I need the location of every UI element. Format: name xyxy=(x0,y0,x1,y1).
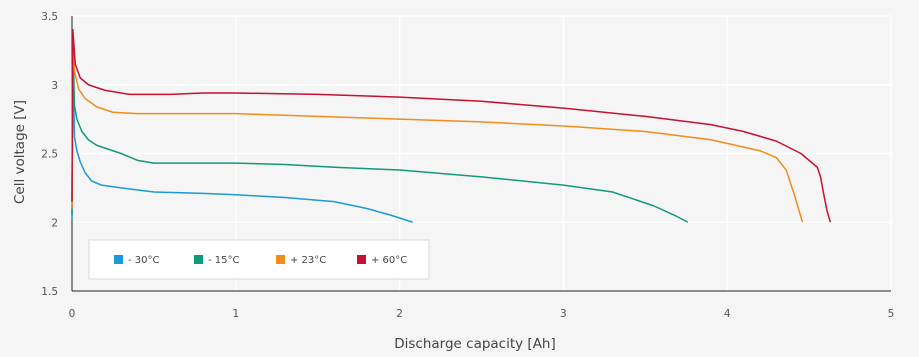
legend-swatch xyxy=(276,255,285,264)
grid-lines xyxy=(72,15,892,291)
legend: - 30°C - 15°C + 23°C + 60°C xyxy=(88,239,430,280)
x-tick-label: 1 xyxy=(232,308,239,320)
x-tick-label: 4 xyxy=(724,308,731,320)
x-tick-label: 5 xyxy=(888,308,895,320)
legend-swatch xyxy=(194,255,203,264)
series-line xyxy=(71,42,413,223)
legend-swatch xyxy=(114,255,123,264)
legend-label: - 30°C xyxy=(128,255,160,266)
y-tick-label: 1.5 xyxy=(41,286,58,298)
legend-label: - 15°C xyxy=(208,255,240,266)
series-line xyxy=(71,35,689,223)
y-tick-label: 2.5 xyxy=(41,149,58,161)
y-tick-label: 2 xyxy=(51,217,58,229)
y-tick-label: 3.5 xyxy=(41,11,58,23)
x-axis-title: Discharge capacity [Ah] xyxy=(394,336,556,352)
x-tick-label: 0 xyxy=(69,308,76,320)
y-tick-label: 3 xyxy=(51,80,58,92)
x-tick-label: 2 xyxy=(396,308,403,320)
legend-label: + 23°C xyxy=(290,255,326,266)
series-line xyxy=(71,31,804,223)
series-lines xyxy=(71,29,832,223)
legend-label: + 60°C xyxy=(371,255,407,266)
tick-labels: 0 1 2 3 4 5 1.5 2 2.5 3 3.5 xyxy=(41,11,894,320)
x-tick-label: 3 xyxy=(560,308,567,320)
series-line xyxy=(71,29,832,223)
legend-box xyxy=(88,239,430,280)
y-axis-title: Cell voltage [V] xyxy=(12,100,28,204)
legend-swatch xyxy=(357,255,366,264)
